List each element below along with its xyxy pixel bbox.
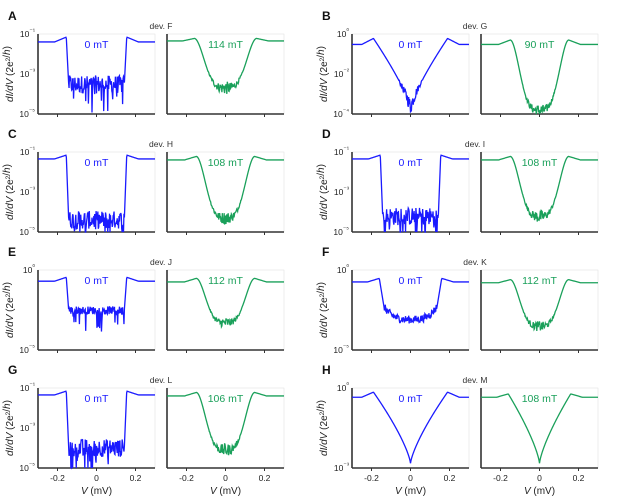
y-tick-label: 10⁰	[337, 263, 349, 275]
series-line	[481, 155, 598, 222]
y-tick-label: 10⁻³	[20, 422, 36, 433]
x-tick-label: -0.2	[179, 473, 194, 483]
panel-letter: B	[322, 9, 331, 23]
y-tick-label: 10⁻¹	[20, 146, 36, 157]
x-tick-label: -0.2	[493, 473, 508, 483]
series-label: 0 mT	[399, 39, 424, 51]
series-line	[481, 393, 598, 464]
y-tick-label: 10⁻¹	[20, 382, 36, 393]
series-line	[38, 36, 155, 113]
y-tick-label: 10⁻³	[20, 68, 36, 79]
x-tick-label: -0.2	[364, 473, 379, 483]
device-label: dev. K	[463, 257, 487, 267]
y-tick-label: 10⁻²	[334, 68, 350, 79]
series-line	[38, 154, 155, 233]
y-tick-label: 10⁻¹	[20, 28, 36, 39]
x-tick-label: 0.2	[259, 473, 271, 483]
series-label: 0 mT	[85, 157, 110, 169]
x-axis-title: V (mV)	[395, 486, 426, 497]
y-tick-label: 10⁻³	[20, 186, 36, 197]
series-line	[167, 37, 284, 95]
y-axis-title: dI/dV (2e2/h)	[316, 282, 330, 338]
x-axis-title: V (mV)	[524, 486, 555, 497]
y-axis-title: dI/dV (2e2/h)	[316, 46, 330, 102]
y-tick-label: 10⁰	[23, 263, 35, 275]
series-line	[481, 278, 598, 332]
y-tick-label: 10⁰	[337, 381, 349, 393]
panel-letter: E	[8, 245, 16, 259]
series-line	[481, 39, 598, 115]
x-tick-label: 0.2	[130, 473, 142, 483]
y-tick-label: 10⁻⁵	[333, 344, 349, 355]
panel-letter: A	[8, 9, 17, 23]
device-label: dev. H	[149, 139, 173, 149]
series-label: 106 mT	[208, 393, 244, 405]
x-tick-label: 0	[537, 473, 542, 483]
device-label: dev. M	[463, 375, 488, 385]
x-tick-label: 0.2	[444, 473, 456, 483]
device-label: dev. I	[465, 139, 485, 149]
series-label: 108 mT	[208, 157, 244, 169]
panel-letter: F	[322, 245, 329, 259]
panel-letter: C	[8, 127, 17, 141]
series-label: 0 mT	[399, 275, 424, 287]
y-axis-title: dI/dV (2e2/h)	[2, 282, 16, 338]
panel-letter: H	[322, 363, 331, 377]
y-tick-label: 10⁻⁵	[19, 344, 35, 355]
series-label: 0 mT	[399, 393, 424, 405]
y-axis-title: dI/dV (2e2/h)	[2, 164, 16, 220]
series-label: 90 mT	[525, 39, 555, 51]
series-line	[38, 276, 155, 332]
y-axis-title: dI/dV (2e2/h)	[316, 164, 330, 220]
y-tick-label: 10⁻³	[334, 186, 350, 197]
device-label: dev. J	[150, 257, 172, 267]
device-label: dev. G	[463, 21, 487, 31]
y-tick-label: 10⁻⁵	[19, 226, 35, 237]
series-line	[352, 277, 469, 325]
series-label: 108 mT	[522, 157, 558, 169]
panel-letter: D	[322, 127, 331, 141]
series-label: 112 mT	[522, 275, 557, 287]
device-label: dev. L	[150, 375, 173, 385]
y-tick-label: 10⁰	[337, 27, 349, 39]
y-tick-label: 10⁻³	[334, 462, 350, 473]
x-tick-label: 0	[94, 473, 99, 483]
y-tick-label: 10⁻⁴	[333, 108, 349, 119]
series-label: 114 mT	[208, 39, 243, 51]
series-line	[167, 277, 284, 330]
series-line	[352, 37, 469, 114]
y-axis-title: dI/dV (2e2/h)	[2, 46, 16, 102]
x-axis-title: V (mV)	[81, 486, 112, 497]
device-label: dev. F	[150, 21, 173, 31]
series-label: 0 mT	[85, 393, 110, 405]
y-axis-title: dI/dV (2e2/h)	[316, 400, 330, 456]
x-tick-label: -0.2	[50, 473, 65, 483]
panel-letter: G	[8, 363, 17, 377]
series-line	[352, 154, 469, 233]
x-axis-title: V (mV)	[210, 486, 241, 497]
y-tick-label: 10⁻⁵	[19, 108, 35, 119]
x-tick-label: 0	[223, 473, 228, 483]
series-label: 112 mT	[208, 275, 243, 287]
series-line	[167, 391, 284, 456]
x-tick-label: 0.2	[573, 473, 585, 483]
series-line	[38, 390, 155, 470]
y-axis-title: dI/dV (2e2/h)	[2, 400, 16, 456]
y-tick-label: 10⁻⁵	[333, 226, 349, 237]
series-label: 0 mT	[85, 275, 110, 287]
series-label: 108 mT	[522, 393, 558, 405]
series-line	[352, 391, 469, 464]
series-label: 0 mT	[399, 157, 424, 169]
y-tick-label: 10⁻⁵	[19, 462, 35, 473]
x-tick-label: 0	[408, 473, 413, 483]
y-tick-label: 10⁻¹	[334, 146, 350, 157]
series-label: 0 mT	[85, 39, 110, 51]
series-line	[167, 155, 284, 225]
